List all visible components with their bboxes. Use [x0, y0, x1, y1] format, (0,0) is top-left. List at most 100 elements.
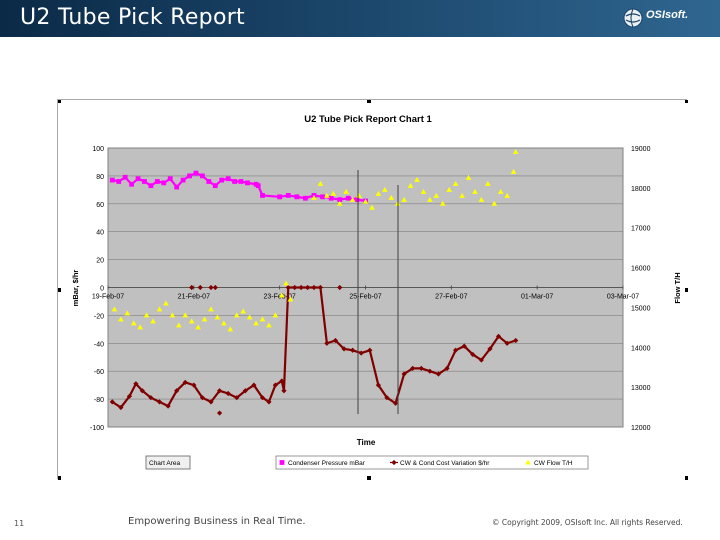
data-point — [317, 284, 324, 291]
data-point — [148, 183, 154, 189]
data-point — [272, 382, 278, 388]
data-point — [384, 395, 390, 401]
data-point — [133, 381, 139, 387]
x-tick-label: 03-Mar-07 — [607, 294, 639, 301]
data-point-outlier — [208, 284, 214, 291]
handle-bottom-center[interactable] — [367, 476, 371, 480]
data-point — [251, 382, 257, 388]
y2-axis-label: Flow T/H — [673, 272, 682, 303]
data-point — [332, 337, 339, 344]
y2-tick-label: 15000 — [631, 305, 651, 312]
slide-title: U2 Tube Pick Report — [20, 5, 245, 30]
data-point — [343, 188, 349, 194]
y-axis-label: mBar, $/hr — [71, 270, 80, 307]
handle-middle-right[interactable] — [685, 288, 688, 292]
data-point — [163, 300, 169, 306]
data-point — [330, 190, 337, 196]
data-point — [303, 195, 308, 201]
data-point — [225, 176, 231, 182]
handle-bottom-right[interactable] — [685, 476, 688, 480]
data-point — [130, 320, 137, 326]
data-point — [188, 318, 195, 324]
footer-tagline: Empowering Business in Real Time. — [128, 516, 306, 527]
handle-top-left[interactable] — [58, 100, 61, 103]
data-point — [253, 320, 259, 326]
data-point — [304, 284, 311, 291]
right-axis-tick-labels: 19000 18000 17000 16000 15000 14000 13000 12000 — [631, 146, 651, 432]
handle-middle-left[interactable] — [58, 288, 61, 292]
handle-top-right[interactable] — [685, 100, 688, 103]
data-point — [504, 340, 510, 346]
data-point — [388, 194, 395, 200]
data-point — [512, 148, 519, 154]
data-point — [242, 388, 248, 394]
data-point — [279, 378, 285, 384]
data-point — [109, 177, 115, 183]
data-point — [285, 193, 291, 198]
data-point — [208, 306, 214, 312]
data-point — [212, 183, 218, 189]
data-point — [337, 197, 343, 203]
data-point — [375, 382, 381, 388]
data-point — [139, 388, 145, 394]
data-point — [245, 180, 250, 186]
data-point — [266, 399, 272, 405]
data-point-outlier — [216, 410, 223, 416]
data-point — [510, 168, 517, 174]
data-point — [118, 316, 124, 322]
data-point — [358, 350, 364, 356]
title-bar: U2 Tube Pick Report OSIsoft. — [0, 0, 720, 37]
data-point — [182, 379, 188, 385]
data-point — [240, 308, 246, 314]
data-point — [392, 400, 399, 406]
data-point — [277, 194, 283, 200]
data-point — [199, 395, 206, 401]
data-point — [150, 318, 156, 324]
data-point — [255, 183, 261, 189]
y2-tick-label: 13000 — [631, 385, 651, 392]
data-point — [200, 173, 205, 179]
series-marks — [109, 148, 519, 416]
data-point — [214, 314, 221, 320]
data-point — [232, 179, 238, 184]
y2-tick-label: 12000 — [631, 425, 651, 432]
y2-tick-label: 18000 — [631, 186, 651, 193]
data-point — [401, 371, 407, 377]
data-point — [324, 340, 330, 346]
data-point — [418, 365, 424, 372]
data-point — [369, 204, 375, 210]
data-point — [187, 173, 192, 179]
legend-marker — [525, 459, 531, 465]
data-point — [167, 176, 173, 182]
data-point — [292, 284, 298, 291]
series-line-cost — [111, 286, 517, 409]
handle-bottom-left[interactable] — [58, 476, 61, 480]
data-point — [148, 395, 154, 401]
data-point — [193, 170, 199, 176]
data-point — [266, 322, 272, 328]
left-axis-tick-labels: 100 80 60 40 20 0 -20 -40 -60 -80 -100 — [90, 146, 104, 432]
data-point — [375, 190, 382, 196]
data-point — [433, 192, 440, 198]
y-tick-label: -20 — [94, 313, 104, 320]
data-point — [452, 180, 459, 186]
y-tick-label: 20 — [96, 258, 104, 265]
data-point — [341, 346, 347, 352]
data-point — [354, 197, 360, 203]
legend: Condenser Pressure mBar CW & Cond Cost Va… — [275, 455, 589, 470]
y2-tick-label: 19000 — [631, 146, 651, 153]
data-point — [176, 322, 182, 328]
data-point — [311, 284, 317, 291]
data-point — [182, 312, 189, 318]
data-point — [109, 399, 115, 405]
data-point — [487, 346, 493, 352]
data-point — [446, 186, 452, 192]
data-point — [246, 314, 253, 320]
handle-top-center[interactable] — [367, 100, 371, 103]
data-point — [294, 194, 300, 200]
data-point-outlier — [197, 284, 203, 291]
data-point — [472, 188, 478, 194]
data-point — [485, 180, 491, 186]
data-point — [156, 399, 163, 405]
data-point — [287, 296, 294, 302]
